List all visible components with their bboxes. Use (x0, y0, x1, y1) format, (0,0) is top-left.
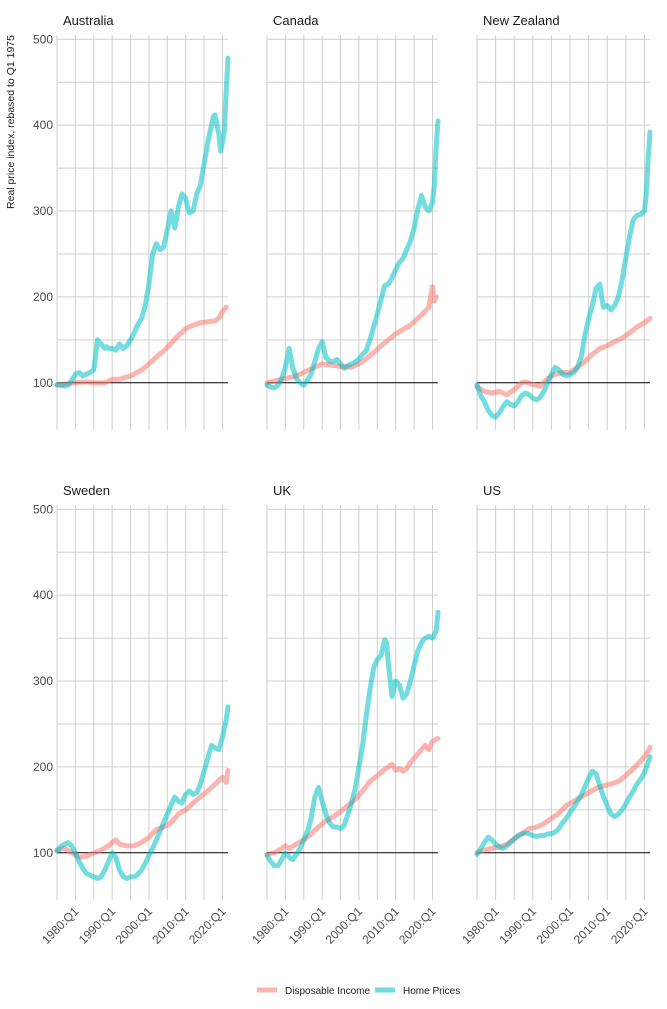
legend-item-home-prices: Home Prices (375, 986, 460, 997)
y-tick-label: 100 (33, 376, 53, 390)
panel-grid (476, 35, 650, 430)
y-tick-label: 500 (33, 502, 53, 516)
series-line-home-prices (54, 704, 231, 881)
series-line-disposable-income (264, 284, 439, 386)
x-tick-label: 1990:Q1 (496, 904, 539, 947)
series-line-home-prices (474, 129, 653, 420)
y-tick-label: 500 (33, 32, 53, 46)
series-line-home-prices (264, 609, 441, 869)
x-tick-label: 2000:Q1 (534, 904, 577, 947)
x-tick-label: 1980:Q1 (459, 904, 502, 947)
panels: Australia 100 200 300 400 500 Canada New Zealan… (33, 13, 653, 947)
series-line-disposable-income (54, 304, 229, 388)
y-tick-label: 300 (33, 204, 53, 218)
panel-sweden: Sweden 100 200 300 400 500 1980:Q11990:Q12000:… (33, 483, 231, 947)
panel-title: Australia (63, 13, 114, 28)
panel-grid (56, 505, 228, 900)
panel-grid (266, 505, 438, 900)
y-tick-label: 300 (33, 674, 53, 688)
x-tick-label: 2010:Q1 (149, 904, 192, 947)
series-line-home-prices (54, 55, 231, 389)
legend-label: Home Prices (403, 986, 460, 997)
x-tick-label: 1980:Q1 (39, 904, 82, 947)
x-tick-label: 2020:Q1 (396, 904, 439, 947)
legend-label: Disposable Income (285, 986, 370, 997)
x-tick-label: 2020:Q1 (186, 904, 229, 947)
x-tick-label: 2010:Q1 (359, 904, 402, 947)
series-line-disposable-income (54, 767, 231, 860)
x-tick-label: 2000:Q1 (323, 904, 366, 947)
panel-grid (476, 505, 650, 900)
panel-new-zealand: New Zealand (474, 13, 653, 430)
panel-title: New Zealand (483, 13, 560, 28)
panel-australia: Australia 100 200 300 400 500 (33, 13, 231, 430)
y-axis-title: Real price index, rebased to Q1 1975 (5, 35, 17, 209)
panel-title: Canada (273, 13, 319, 28)
x-tick-label: 1980:Q1 (249, 904, 292, 947)
legend-item-disposable-income: Disposable Income (257, 986, 370, 997)
panel-title: US (483, 483, 501, 498)
panel-title: Sweden (63, 483, 110, 498)
series-line-home-prices (474, 754, 653, 857)
panel-canada: Canada (264, 13, 441, 430)
x-tick-label: 1990:Q1 (286, 904, 329, 947)
series-line-disposable-income (264, 736, 441, 857)
x-tick-label: 2020:Q1 (608, 904, 651, 947)
x-tick-label: 1990:Q1 (76, 904, 119, 947)
series-line-disposable-income (474, 315, 653, 398)
y-tick-label: 100 (33, 846, 53, 860)
y-tick-label: 200 (33, 760, 53, 774)
y-tick-label: 400 (33, 588, 53, 602)
y-tick-label: 200 (33, 290, 53, 304)
x-tick-label: 2000:Q1 (113, 904, 156, 947)
y-tick-label: 400 (33, 118, 53, 132)
series-line-home-prices (264, 118, 441, 391)
x-tick-label: 2010:Q1 (571, 904, 614, 947)
legend: Disposable Income Home Prices (257, 986, 460, 997)
series-line-disposable-income (474, 744, 653, 856)
panel-title: UK (273, 483, 291, 498)
